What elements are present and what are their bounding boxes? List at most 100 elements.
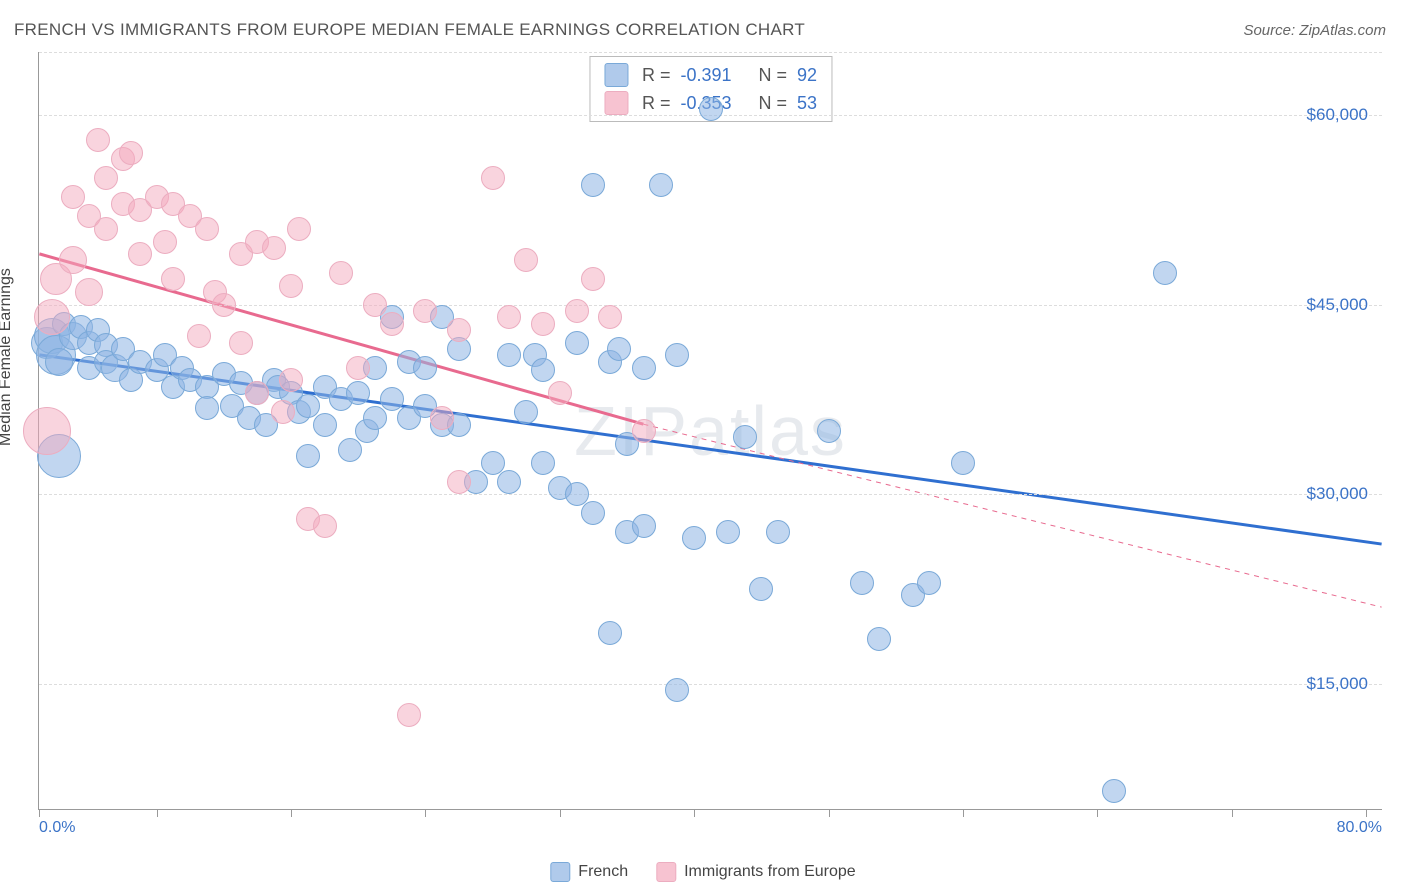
y-tick-label: $15,000	[1307, 674, 1368, 694]
data-point	[86, 128, 110, 152]
data-point	[413, 299, 437, 323]
legend-series: French Immigrants from Europe	[550, 862, 855, 882]
data-point	[733, 425, 757, 449]
x-tick	[1232, 809, 1233, 817]
data-point	[632, 419, 656, 443]
y-tick-label: $45,000	[1307, 295, 1368, 315]
legend-series-item: Immigrants from Europe	[656, 862, 856, 882]
data-point	[161, 267, 185, 291]
data-point	[607, 337, 631, 361]
data-point	[187, 324, 211, 348]
data-point	[119, 141, 143, 165]
data-point	[497, 343, 521, 367]
data-point	[128, 242, 152, 266]
legend-swatch-icon	[604, 91, 628, 115]
data-point	[94, 166, 118, 190]
data-point	[548, 381, 572, 405]
data-point	[212, 293, 236, 317]
x-axis-min-label: 0.0%	[39, 819, 75, 837]
data-point	[271, 400, 295, 424]
data-point	[581, 501, 605, 525]
data-point	[153, 230, 177, 254]
data-point	[34, 299, 70, 335]
gridline	[39, 52, 1382, 53]
data-point	[817, 419, 841, 443]
data-point	[531, 312, 555, 336]
data-point	[296, 394, 320, 418]
data-point	[329, 261, 353, 285]
legend-swatch-icon	[550, 862, 570, 882]
data-point	[531, 451, 555, 475]
data-point	[413, 356, 437, 380]
data-point	[346, 381, 370, 405]
data-point	[514, 400, 538, 424]
data-point	[1102, 779, 1126, 803]
data-point	[245, 381, 269, 405]
data-point	[699, 97, 723, 121]
data-point	[497, 305, 521, 329]
legend-series-label: Immigrants from Europe	[684, 863, 856, 881]
data-point	[850, 571, 874, 595]
chart-title: FRENCH VS IMMIGRANTS FROM EUROPE MEDIAN …	[14, 20, 805, 40]
data-point	[195, 217, 219, 241]
data-point	[229, 331, 253, 355]
x-tick	[1097, 809, 1098, 817]
legend-n-value: 53	[797, 93, 817, 114]
data-point	[565, 299, 589, 323]
data-point	[497, 470, 521, 494]
watermark-text: ZIPatlas	[574, 391, 847, 471]
legend-r-label: R =	[642, 65, 671, 86]
x-tick	[291, 809, 292, 817]
data-point	[531, 358, 555, 382]
data-point	[279, 274, 303, 298]
x-tick	[963, 809, 964, 817]
legend-series-label: French	[578, 863, 628, 881]
x-tick	[1366, 809, 1367, 817]
data-point	[598, 305, 622, 329]
data-point	[766, 520, 790, 544]
data-point	[363, 406, 387, 430]
x-tick	[425, 809, 426, 817]
gridline	[39, 305, 1382, 306]
legend-n-value: 92	[797, 65, 817, 86]
data-point	[397, 703, 421, 727]
source-label: Source: ZipAtlas.com	[1243, 22, 1386, 39]
data-point	[565, 331, 589, 355]
data-point	[951, 451, 975, 475]
y-tick-label: $60,000	[1307, 105, 1368, 125]
y-tick-label: $30,000	[1307, 484, 1368, 504]
legend-row: R =-0.391N =92	[604, 61, 817, 89]
data-point	[581, 173, 605, 197]
data-point	[75, 278, 103, 306]
legend-n-label: N =	[758, 65, 787, 86]
data-point	[45, 348, 73, 376]
data-point	[481, 451, 505, 475]
legend-r-label: R =	[642, 93, 671, 114]
data-point	[338, 438, 362, 462]
data-point	[665, 678, 689, 702]
data-point	[749, 577, 773, 601]
data-point	[632, 514, 656, 538]
chart-plot-area: ZIPatlas R =-0.391N =92R =-0.353N =53 0.…	[38, 52, 1382, 810]
y-axis-label: Median Female Earnings	[0, 268, 15, 446]
x-tick	[157, 809, 158, 817]
data-point	[665, 343, 689, 367]
data-point	[565, 482, 589, 506]
data-point	[380, 312, 404, 336]
data-point	[430, 406, 454, 430]
data-point	[598, 621, 622, 645]
x-tick	[694, 809, 695, 817]
x-tick	[829, 809, 830, 817]
data-point	[1153, 261, 1177, 285]
legend-swatch-icon	[656, 862, 676, 882]
legend-series-item: French	[550, 862, 628, 882]
data-point	[313, 413, 337, 437]
data-point	[61, 185, 85, 209]
data-point	[581, 267, 605, 291]
gridline	[39, 494, 1382, 495]
data-point	[447, 470, 471, 494]
data-point	[59, 246, 87, 274]
x-tick	[39, 809, 40, 817]
data-point	[380, 387, 404, 411]
data-point	[682, 526, 706, 550]
